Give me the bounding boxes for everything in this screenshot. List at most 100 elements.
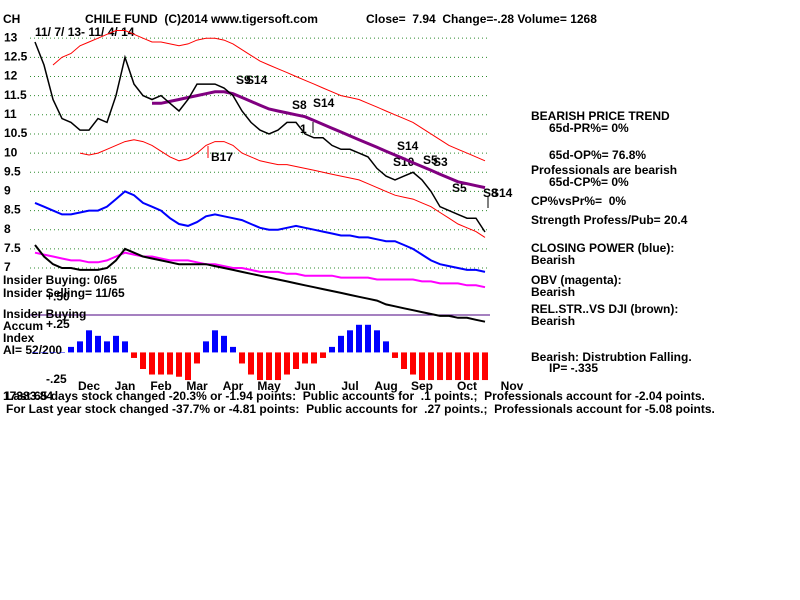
y-tick-label: 9 xyxy=(4,184,11,198)
accum-bar xyxy=(302,352,308,364)
y-tick-label: 12.5 xyxy=(4,49,28,63)
accum-bar xyxy=(275,352,281,381)
accum-bar xyxy=(68,346,74,353)
x-tick-label: Mar xyxy=(186,379,208,393)
accum-bar xyxy=(239,352,245,364)
title: CHILE FUND (C)2014 www.tigersoft.com xyxy=(85,12,318,26)
accum-bar xyxy=(41,352,47,353)
accum-bar xyxy=(176,352,182,377)
accum-bar xyxy=(230,346,236,353)
y-tick-label: 11 xyxy=(4,107,17,121)
accum-bar xyxy=(248,352,254,375)
y-tick-label: 8 xyxy=(4,222,11,236)
accum-bar xyxy=(401,352,407,369)
accum-bar xyxy=(374,330,380,353)
accum-bar xyxy=(194,352,200,364)
accum-bar xyxy=(293,352,299,369)
x-tick-label: Jun xyxy=(294,379,315,393)
y-tick-label: 8.5 xyxy=(4,203,21,217)
signal: S3 xyxy=(433,155,448,169)
accum-bar xyxy=(428,352,434,381)
date-range: 11/ 7/ 13- 11/ 4/ 14 xyxy=(35,25,135,39)
y-tick-label: 12 xyxy=(4,69,18,83)
status-text: CLOSING POWER (blue): xyxy=(531,241,674,255)
accum-bar xyxy=(149,352,155,375)
x-tick-label: Jul xyxy=(341,379,358,393)
y-tick-label: 10 xyxy=(4,145,18,159)
accum-bar xyxy=(95,335,101,353)
accum-bar xyxy=(419,352,425,381)
accum-tick-label: +.25 xyxy=(46,317,70,331)
y-tick-label: 11.5 xyxy=(4,88,27,102)
accum-bar xyxy=(482,352,488,381)
insider-text: Insider Buying: 0/65 xyxy=(3,273,117,287)
status-text: 65d-PR%= 0% xyxy=(549,121,629,135)
status-text: Strength Profess/Pub= 20.4 xyxy=(531,213,688,227)
status-text: REL.STR..VS DJI (brown): xyxy=(531,302,678,316)
accum-bar xyxy=(86,330,92,353)
series-line xyxy=(52,30,486,162)
accum-bar xyxy=(464,352,470,381)
accum-label: Index xyxy=(3,331,35,345)
status-text: Professionals are bearish xyxy=(531,163,677,177)
status-text: CP%vsPr%= 0% xyxy=(531,194,626,208)
accum-bar xyxy=(392,352,398,358)
x-tick-label: Dec xyxy=(78,379,100,393)
accum-bar xyxy=(77,341,83,353)
accum-tick-label: -.25 xyxy=(46,372,67,386)
insider-text: Insider Buying xyxy=(3,307,86,321)
accum-bar xyxy=(257,352,263,381)
status-text: Bearish: Distrubtion Falling. xyxy=(531,350,692,364)
accum-bar xyxy=(50,352,56,353)
accum-bar xyxy=(437,352,443,381)
symbol: CH xyxy=(3,12,20,26)
accum-bar xyxy=(356,324,362,353)
accum-bar xyxy=(383,341,389,353)
accum-bar xyxy=(203,341,209,353)
dji-value: 17383.84 xyxy=(3,389,53,403)
series-line xyxy=(34,244,486,323)
signal: S5 xyxy=(452,181,467,195)
x-tick-label: Nov xyxy=(501,379,524,393)
signal: S8 xyxy=(292,98,307,112)
y-tick-label: 7.5 xyxy=(4,241,21,255)
accum-bar xyxy=(158,352,164,375)
accum-bar xyxy=(185,352,191,381)
signal: S14 xyxy=(491,186,513,200)
x-tick-label: Apr xyxy=(223,379,244,393)
accum-bar xyxy=(410,352,416,375)
y-tick-label: 7 xyxy=(4,260,11,274)
footer-text: Last 65 days stock changed -20.3% or -1.… xyxy=(6,389,705,403)
signal: S5 xyxy=(423,153,438,167)
accum-bar xyxy=(473,352,479,381)
status-text: 65d-CP%= 0% xyxy=(549,175,629,189)
signal: S9 xyxy=(236,73,251,87)
series-line xyxy=(34,190,486,273)
signal: B17 xyxy=(211,150,233,164)
status-text: Bearish xyxy=(531,285,575,299)
accum-bar xyxy=(455,352,461,381)
accum-bar xyxy=(131,352,137,358)
accum-bar xyxy=(347,330,353,353)
status-text: Bearish xyxy=(531,253,575,267)
accum-bar xyxy=(446,352,452,381)
series-line xyxy=(152,90,486,190)
accum-bar xyxy=(212,330,218,353)
series-line xyxy=(34,251,486,289)
accum-bar xyxy=(221,335,227,353)
x-tick-label: Sep xyxy=(411,379,433,393)
accum-bar xyxy=(140,352,146,369)
accum-bar xyxy=(365,324,371,353)
y-tick-label: 10.5 xyxy=(4,126,28,140)
x-tick-label: May xyxy=(257,379,281,393)
accum-bar xyxy=(113,335,119,353)
accum-bar xyxy=(122,341,128,353)
y-tick-label: 13 xyxy=(4,30,18,44)
status-text: OBV (magenta): xyxy=(531,273,622,287)
signal: S8 xyxy=(483,186,498,200)
signal: 1 xyxy=(300,122,307,136)
accum-bar xyxy=(32,352,38,353)
series-line xyxy=(34,41,486,233)
